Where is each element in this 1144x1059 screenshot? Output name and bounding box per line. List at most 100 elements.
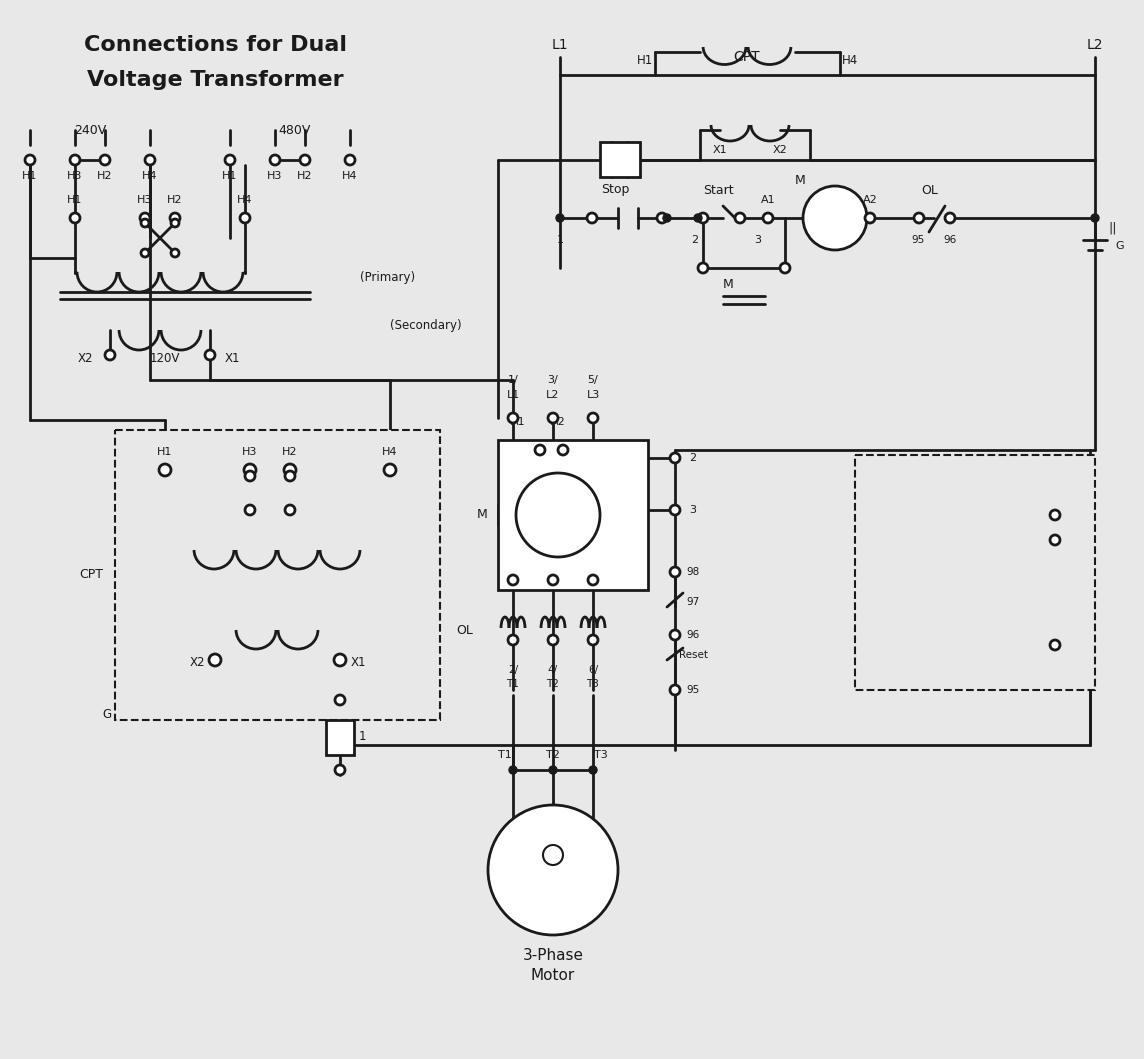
Text: 2: 2 xyxy=(691,235,699,245)
Text: L2: L2 xyxy=(547,390,559,400)
Circle shape xyxy=(670,453,680,463)
Text: A1: A1 xyxy=(761,195,776,205)
Text: 95: 95 xyxy=(912,235,924,245)
Text: 3: 3 xyxy=(755,235,762,245)
Circle shape xyxy=(670,630,680,640)
Text: X2: X2 xyxy=(772,145,787,155)
Text: 3-Phase: 3-Phase xyxy=(523,948,583,963)
Text: A2: A2 xyxy=(863,195,877,205)
Text: Stop: Stop xyxy=(601,183,629,197)
Text: ||: || xyxy=(1109,221,1118,234)
Circle shape xyxy=(509,766,517,774)
Circle shape xyxy=(548,635,558,645)
Text: M: M xyxy=(477,508,488,521)
Text: L3: L3 xyxy=(587,390,599,400)
Text: H2: H2 xyxy=(297,170,312,181)
Circle shape xyxy=(240,213,251,223)
Circle shape xyxy=(914,213,924,223)
Text: 3: 3 xyxy=(1068,510,1075,520)
Text: (Secondary): (Secondary) xyxy=(390,319,462,331)
Text: 1: 1 xyxy=(1068,640,1075,650)
Circle shape xyxy=(284,464,296,475)
Circle shape xyxy=(488,805,618,935)
Text: Voltage Transformer: Voltage Transformer xyxy=(87,70,343,90)
Text: 5/: 5/ xyxy=(588,375,598,385)
Circle shape xyxy=(141,219,149,227)
Circle shape xyxy=(543,845,563,865)
Circle shape xyxy=(141,249,149,257)
Circle shape xyxy=(549,766,557,774)
Text: 95: 95 xyxy=(686,685,700,695)
Circle shape xyxy=(548,413,558,423)
Circle shape xyxy=(698,213,708,223)
Text: Start: Start xyxy=(702,183,733,197)
Text: OL: OL xyxy=(456,624,472,636)
Text: M: M xyxy=(723,277,733,290)
Bar xyxy=(116,430,440,720)
Bar xyxy=(326,720,353,755)
Circle shape xyxy=(535,445,545,455)
Text: G: G xyxy=(1115,241,1125,251)
Text: CPT: CPT xyxy=(79,569,103,581)
Circle shape xyxy=(865,213,875,223)
Circle shape xyxy=(670,567,680,577)
Text: 97: 97 xyxy=(686,597,700,607)
Text: T1: T1 xyxy=(507,679,519,689)
Text: X1: X1 xyxy=(713,145,728,155)
Text: H1: H1 xyxy=(158,447,173,457)
Circle shape xyxy=(508,413,518,423)
Text: H2: H2 xyxy=(97,170,113,181)
Circle shape xyxy=(780,263,791,273)
Circle shape xyxy=(548,575,558,585)
Text: A2: A2 xyxy=(550,417,565,427)
Circle shape xyxy=(670,685,680,695)
Text: 240V: 240V xyxy=(74,124,106,137)
Circle shape xyxy=(205,351,215,360)
Circle shape xyxy=(100,155,110,165)
Text: H3: H3 xyxy=(268,170,283,181)
Text: T3: T3 xyxy=(587,679,599,689)
Text: H4: H4 xyxy=(382,447,398,457)
Circle shape xyxy=(334,654,345,666)
Circle shape xyxy=(245,505,255,515)
Circle shape xyxy=(556,214,564,222)
Bar xyxy=(855,455,1095,690)
Text: Start: Start xyxy=(960,486,991,500)
Text: H1: H1 xyxy=(67,195,82,205)
Text: H3: H3 xyxy=(137,195,152,205)
Text: 2: 2 xyxy=(690,453,697,463)
Text: L1: L1 xyxy=(507,390,519,400)
Circle shape xyxy=(270,155,280,165)
Text: Reset: Reset xyxy=(678,650,707,660)
Circle shape xyxy=(285,471,295,481)
Text: 120V: 120V xyxy=(150,352,181,364)
Circle shape xyxy=(945,213,955,223)
Text: A1: A1 xyxy=(510,417,525,427)
Bar xyxy=(599,142,639,177)
Text: 2: 2 xyxy=(1068,535,1075,545)
Circle shape xyxy=(588,635,598,645)
Text: T2: T2 xyxy=(546,750,559,760)
Text: 96: 96 xyxy=(944,235,956,245)
Text: OL: OL xyxy=(922,183,938,197)
Circle shape xyxy=(763,213,773,223)
Text: H1: H1 xyxy=(637,54,653,68)
Circle shape xyxy=(1050,535,1060,545)
Text: 3: 3 xyxy=(690,505,697,515)
Text: H4: H4 xyxy=(342,170,358,181)
Circle shape xyxy=(145,155,154,165)
Text: 480V: 480V xyxy=(279,124,311,137)
Text: Stop: Stop xyxy=(961,609,990,622)
Circle shape xyxy=(803,186,867,250)
Text: H2: H2 xyxy=(283,447,297,457)
Circle shape xyxy=(698,263,708,273)
Text: H4: H4 xyxy=(142,170,158,181)
Bar xyxy=(869,465,1080,560)
Circle shape xyxy=(588,575,598,585)
Text: X1: X1 xyxy=(350,657,366,669)
Circle shape xyxy=(508,575,518,585)
Circle shape xyxy=(734,213,745,223)
Text: 1/: 1/ xyxy=(508,375,518,385)
Circle shape xyxy=(384,464,396,475)
Circle shape xyxy=(694,214,702,222)
